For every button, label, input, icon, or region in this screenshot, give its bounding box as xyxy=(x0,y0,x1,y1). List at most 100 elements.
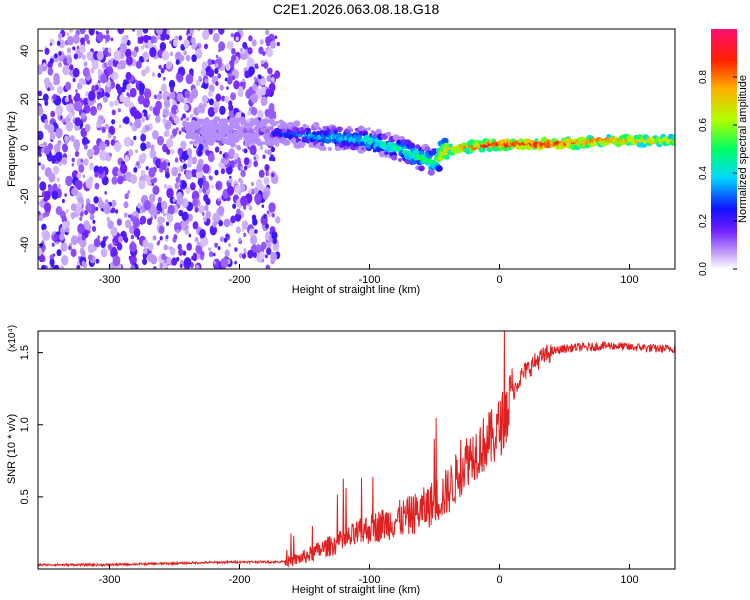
heatmap-cell xyxy=(263,214,267,219)
heatmap-cell xyxy=(183,257,192,268)
heatmap-cell xyxy=(235,36,239,41)
heatmap-cell xyxy=(65,81,71,91)
heatmap-cell xyxy=(96,50,104,61)
heatmap-cell xyxy=(68,112,73,119)
heatmap-cell xyxy=(91,149,95,154)
heatmap-y-tick-label: 0 xyxy=(19,145,31,151)
heatmap-cell xyxy=(124,193,129,200)
heatmap-cell xyxy=(305,127,312,133)
heatmap-cell xyxy=(71,163,75,167)
snr-x-tick-label: -300 xyxy=(98,574,120,586)
heatmap-cell xyxy=(253,186,259,194)
heatmap-cell xyxy=(68,245,72,251)
heatmap-cell xyxy=(58,32,63,39)
heatmap-cell xyxy=(143,200,151,211)
heatmap-cell xyxy=(626,142,630,146)
heatmap-cell xyxy=(169,40,172,44)
heatmap-cell xyxy=(142,29,149,34)
heatmap-cell xyxy=(125,71,132,81)
heatmap-cell xyxy=(266,48,274,58)
heatmap-cell xyxy=(224,96,230,104)
heatmap-cell xyxy=(271,231,278,240)
heatmap-cell xyxy=(178,209,184,217)
heatmap-cell xyxy=(349,128,354,132)
heatmap-cell xyxy=(202,212,205,216)
heatmap-cell xyxy=(262,51,266,56)
heatmap-cell xyxy=(208,175,212,180)
heatmap-cell xyxy=(121,35,128,45)
heatmap-cell xyxy=(118,63,122,68)
heatmap-cell xyxy=(53,264,60,269)
heatmap-cell xyxy=(172,128,178,137)
heatmap-cell xyxy=(130,264,136,269)
heatmap-cell xyxy=(198,75,202,81)
heatmap-cell xyxy=(214,67,219,75)
heatmap-cell xyxy=(49,132,56,141)
heatmap-cell xyxy=(260,96,268,106)
heatmap-cell xyxy=(38,162,41,166)
heatmap-cell xyxy=(258,74,262,80)
heatmap-cell xyxy=(266,247,272,256)
heatmap-cell xyxy=(47,143,53,151)
heatmap-cell xyxy=(267,149,272,156)
heatmap-cell xyxy=(113,72,119,80)
heatmap-cell xyxy=(160,83,167,93)
heatmap-cell xyxy=(253,160,258,168)
heatmap-cell xyxy=(159,262,164,269)
heatmap-cell xyxy=(274,35,278,39)
heatmap-cell xyxy=(81,260,86,267)
heatmap-cell xyxy=(162,109,169,117)
heatmap-cell xyxy=(153,266,157,269)
heatmap-cell xyxy=(161,253,167,261)
heatmap-cell xyxy=(274,70,281,79)
heatmap-cell xyxy=(147,218,152,226)
heatmap-cell xyxy=(243,232,247,237)
heatmap-cell xyxy=(206,119,212,124)
heatmap-cell xyxy=(254,63,259,69)
heatmap-cell xyxy=(427,169,435,176)
heatmap-cell xyxy=(224,249,230,257)
heatmap-cell xyxy=(145,141,151,149)
heatmap-cell xyxy=(66,47,72,54)
heatmap-cell xyxy=(269,40,276,49)
heatmap-cell xyxy=(135,149,138,154)
heatmap-cell xyxy=(207,58,213,66)
heatmap-cell xyxy=(150,178,154,184)
heatmap-cell xyxy=(212,212,220,223)
heatmap-cell xyxy=(110,37,114,42)
heatmap-cell xyxy=(166,221,169,226)
snr-y-ticks: 0.5 1.0 1.5 xyxy=(19,345,43,505)
heatmap-cell xyxy=(218,206,225,216)
heatmap-cell xyxy=(80,112,86,119)
heatmap-y-tick-label: 20 xyxy=(19,93,31,105)
heatmap-cell xyxy=(197,29,201,32)
heatmap-cell xyxy=(221,95,226,102)
heatmap-cell xyxy=(177,147,184,156)
heatmap-cell xyxy=(50,98,54,102)
heatmap-cell xyxy=(145,166,149,171)
heatmap-cell xyxy=(263,61,269,69)
heatmap-cell xyxy=(81,54,86,61)
heatmap-cell xyxy=(188,233,192,238)
heatmap-cell xyxy=(285,139,289,143)
heatmap-cell xyxy=(131,50,137,58)
heatmap-cell xyxy=(345,128,350,132)
heatmap-cell xyxy=(137,202,142,209)
heatmap-cell xyxy=(38,130,44,141)
heatmap-cell xyxy=(70,248,77,258)
heatmap-cell xyxy=(83,144,88,150)
heatmap-cell xyxy=(58,39,66,49)
heatmap-cell xyxy=(103,62,108,68)
heatmap-cell xyxy=(207,106,216,118)
heatmap-cell xyxy=(142,97,150,108)
heatmap-cell xyxy=(170,148,175,155)
heatmap-cell xyxy=(85,91,90,97)
heatmap-cell xyxy=(151,47,155,53)
heatmap-cell xyxy=(172,38,179,47)
heatmap-cell xyxy=(173,234,178,240)
heatmap-cell xyxy=(263,176,270,185)
heatmap-cell xyxy=(215,93,222,102)
heatmap-cell xyxy=(60,116,63,120)
heatmap-cell xyxy=(88,164,94,171)
heatmap-cell xyxy=(92,144,100,156)
